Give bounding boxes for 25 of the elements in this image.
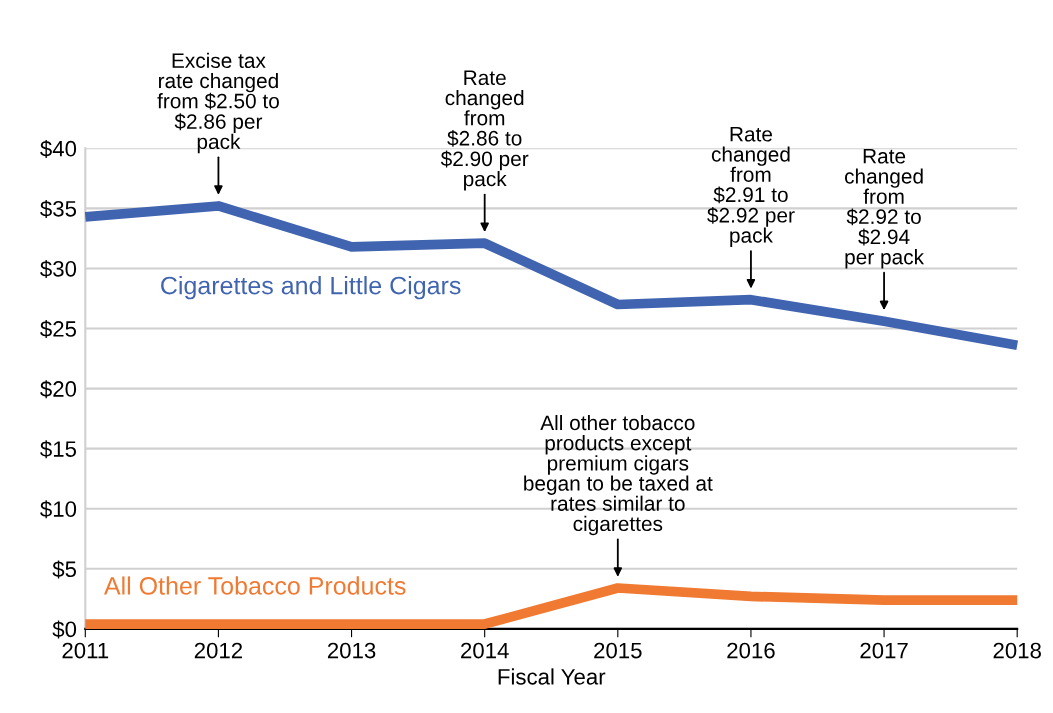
x-tick-label: 2016 — [727, 642, 775, 659]
annotation: Excise tax rate changed from $2.50 to $2.86 per pack — [157, 52, 279, 154]
x-tick-label: 2018 — [993, 642, 1041, 659]
annotation: All other tobacco products except premium cigars began to be taxed at rates similar to cigarettes — [524, 414, 713, 536]
annotation: Rate changed from $2.86 to $2.90 per pack — [440, 70, 529, 191]
y-tick-label: $20 — [40, 380, 77, 399]
series-label: All Other Tobacco Products — [103, 576, 406, 595]
x-tick-label: 2011 — [62, 642, 109, 659]
series-label: Cigarettes and Little Cigars — [161, 276, 461, 300]
y-tick-label: $0 — [52, 620, 77, 639]
x-tick-label: 2015 — [594, 642, 642, 659]
y-tick-label: $25 — [40, 320, 77, 339]
x-tick-label: 2014 — [461, 642, 509, 659]
y-tick-label: $10 — [40, 500, 77, 519]
x-tick-label: 2013 — [327, 642, 376, 659]
annotation: Rate changed from $2.92 to $2.94 per pack — [844, 149, 925, 269]
annotation: Rate changed from $2.91 to $2.92 per pack — [707, 127, 795, 247]
y-tick-label: $40 — [40, 139, 77, 158]
y-tick-label: $35 — [40, 199, 77, 218]
x-tick-label: 2012 — [194, 642, 243, 659]
y-tick-label: $5 — [52, 560, 77, 579]
x-tick-label: 2017 — [860, 642, 908, 659]
x-axis-title: Fiscal Year — [498, 668, 606, 685]
y-tick-label: $15 — [40, 440, 77, 459]
y-tick-label: $30 — [40, 260, 77, 279]
